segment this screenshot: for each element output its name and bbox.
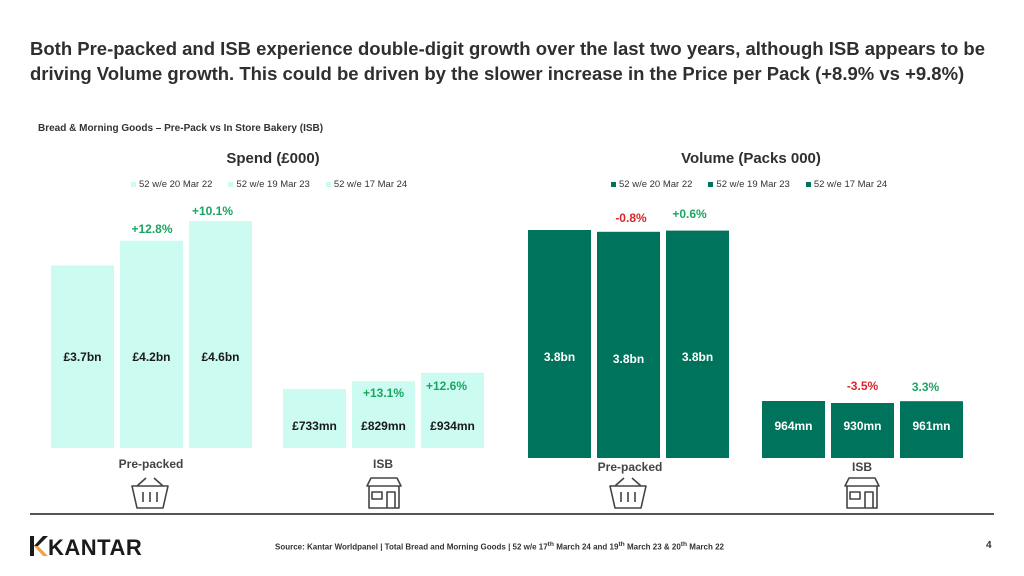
bar-volume-0-2 [666,230,729,458]
category-label: ISB [373,457,393,471]
legend-label: 52 w/e 20 Mar 22 [619,179,693,190]
data-label: £4.2bn [132,350,170,364]
source-sup-2: th [618,541,625,548]
bar-spend-1-1 [352,381,415,448]
data-label: 964mn [774,419,812,433]
bar-spend-1-0 [283,388,346,448]
legend-label: 52 w/e 20 Mar 22 [139,179,213,190]
kantar-logo-mark: KANTAR [30,535,142,560]
data-label: £934mn [430,419,475,433]
category-label: Pre-packed [119,457,184,471]
legend-label: 52 w/e 17 Mar 24 [333,179,408,190]
bar-volume-1-1 [831,403,894,458]
source-sup-1: th [547,541,554,548]
source-sup-3: th [680,541,688,548]
bar-volume-0-0 [528,230,591,458]
data-label: 3.8bn [682,350,713,364]
bar-volume-0-1 [597,231,660,458]
legend-swatch [228,182,234,187]
bar-spend-0-1 [120,240,183,448]
source-text-1: Source: Kantar Worldpanel | Total Bread … [275,542,548,552]
spend-legend-item-2023: 52 w/e 19 Mar 23 [228,179,310,190]
data-label: 961mn [912,419,950,433]
legend-label: 52 w/e 17 Mar 24 [813,179,888,190]
data-label: £829mn [361,419,406,433]
logo-text: KANTAR [48,535,142,558]
bar-spend-1-2 [421,372,484,448]
change-label: +10.1% [192,204,233,218]
data-label: 930mn [843,419,881,433]
source-text-2: March 24 and 19 [553,542,619,552]
spend-chart-title: Spend (£000) [226,150,320,167]
legend-swatch [325,182,331,187]
volume-legend-item-2022: 52 w/e 20 Mar 22 [611,179,692,190]
change-label: +0.6% [672,207,707,221]
basket-icon [609,477,647,509]
volume-chart-title: Volume (Packs 000) [681,150,821,167]
footer-divider [30,513,994,515]
data-label: 3.8bn [544,350,575,364]
data-label: £3.7bn [63,350,101,364]
legend-swatch [708,182,714,187]
source-text-4: March 22 [687,542,724,552]
storefront-icon [844,477,880,509]
change-label: +13.1% [363,386,404,400]
data-label: £4.6bn [201,350,239,364]
source-text-3: March 23 & 20 [624,542,681,552]
storefront-icon [366,477,402,509]
legend-label: 52 w/e 19 Mar 23 [716,179,790,190]
change-label: -3.5% [847,379,879,393]
change-label: +12.8% [131,222,172,236]
spend-legend-item-2022: 52 w/e 20 Mar 22 [131,179,212,190]
data-label: £733mn [292,419,337,433]
volume-legend-item-2024: 52 w/e 17 Mar 24 [805,179,888,190]
basket-icon [131,477,169,509]
change-label: 3.3% [912,380,940,394]
bar-spend-0-2 [189,221,252,448]
bar-spend-0-0 [51,265,114,448]
volume-legend-item-2023: 52 w/e 19 Mar 23 [708,179,790,190]
legend-swatch [611,182,616,187]
legend-label: 52 w/e 19 Mar 23 [236,179,310,190]
change-label: +12.6% [426,379,467,393]
slide-subtitle: Bread & Morning Goods – Pre-Pack vs In S… [38,123,324,134]
legend-swatch [805,182,811,187]
bar-volume-1-0 [762,401,825,458]
data-label: 3.8bn [613,352,644,366]
slide-title: Both Pre-packed and ISB experience doubl… [30,38,985,84]
change-label: -0.8% [615,211,647,225]
legend-swatch [131,182,136,187]
category-label: ISB [852,460,872,474]
volume-legend: 52 w/e 20 Mar 22 52 w/e 19 Mar 23 52 w/e… [611,179,903,190]
kantar-logo: KANTAR [30,534,154,564]
spend-legend-item-2024: 52 w/e 17 Mar 24 [325,179,408,190]
bar-volume-1-2 [900,401,963,458]
spend-legend: 52 w/e 20 Mar 22 52 w/e 19 Mar 23 52 w/e… [131,179,423,190]
source-note: Source: Kantar Worldpanel | Total Bread … [275,541,724,552]
category-label: Pre-packed [598,460,663,474]
page-number: 4 [986,540,992,551]
